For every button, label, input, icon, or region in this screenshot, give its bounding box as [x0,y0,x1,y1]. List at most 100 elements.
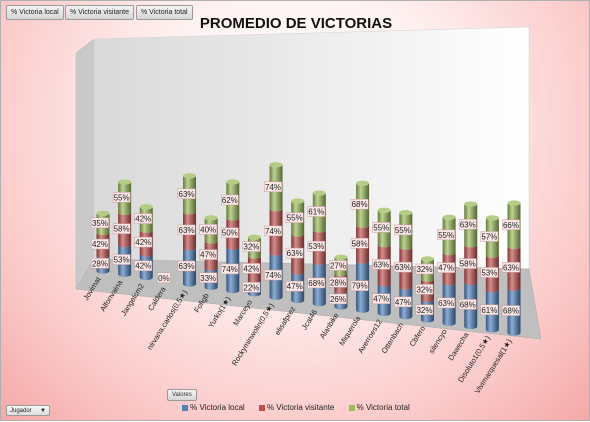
data-label-total-10: 61% [308,208,324,217]
data-label-total-15: 32% [416,265,432,274]
data-label-local-14-box [393,296,412,308]
data-label-local-2-box [134,260,153,271]
data-label-total-2-box [134,213,153,224]
bar-cap-total-1 [118,179,132,185]
legend-swatch-visitante [258,404,265,411]
data-label-visitante-18-box [480,267,499,278]
data-label-visitante-1: 58% [114,225,130,234]
data-label-total-5: 40% [200,225,216,234]
data-label-visitante-7: 42% [243,264,259,273]
bar-cap-total-13 [377,207,391,213]
data-label-local-6-box [220,263,239,275]
data-label-total-19: 66% [503,221,519,230]
bar-cap-total-2 [139,204,153,210]
legend-item-total: % Victoria total [348,403,410,412]
data-label-total-13: 55% [373,223,389,232]
bar-cap-total-5 [204,215,218,221]
category-label-16: silencyo [427,328,449,356]
data-label-visitante-17: 58% [460,260,476,269]
data-label-visitante-16-box [437,262,455,273]
chevron-down-icon: ▼ [40,408,46,414]
chart-title: PROMEDIO DE VICTORIAS [199,15,393,32]
data-label-local-16: 63% [438,299,454,308]
filter-button-victoria-total[interactable]: % Victoria total [136,5,193,20]
category-label-12: Miquerola [337,314,363,347]
category-label-17: Dawecha [446,330,471,362]
data-label-total-8: 74% [265,183,281,192]
data-label-total-13-box [372,222,391,233]
data-label-local-7: 22% [243,283,259,292]
data-label-visitante-9: 63% [287,249,303,258]
jugador-filter-label: Jugador [10,408,32,414]
bar-cap-total-14 [399,209,413,216]
side-wall [75,38,95,290]
data-label-total-17: 63% [460,220,476,229]
data-label-total-12: 68% [352,200,368,209]
data-label-local-18-box [480,304,499,316]
chart-legend: % Victoria local % Victoria visitante % … [1,403,590,412]
data-label-total-2: 42% [135,215,151,224]
data-label-total-16: 55% [438,231,454,240]
bar-cap-total-16 [442,214,456,220]
data-label-local-19: 68% [503,307,519,316]
data-label-visitante-9-box [285,247,304,259]
data-label-visitante-2-box [134,236,153,248]
data-label-local-14: 47% [395,298,411,307]
data-label-visitante-14: 63% [395,263,411,272]
data-label-local-4: 63% [179,262,195,271]
bar-cap-total-9 [291,198,305,204]
data-label-local-0-box [91,258,109,269]
data-label-visitante-13-box [372,259,391,270]
data-label-total-4-box [177,188,196,200]
data-label-local-9: 47% [287,282,303,291]
valores-field-button[interactable]: Valores [167,389,197,401]
data-label-local-9-box [285,280,304,292]
data-label-local-6: 74% [222,265,238,274]
data-label-total-19-box [502,219,520,231]
data-label-visitante-19: 63% [503,263,519,272]
data-label-total-17-box [458,219,477,230]
bar-cap-total-0 [96,210,110,216]
filter-button-victoria-visitante[interactable]: % Victoria visitante [65,5,135,20]
data-label-local-11: 26% [330,295,346,304]
data-label-total-5-box [199,224,218,235]
bar-cap-total-15 [420,256,434,262]
data-label-total-12-box [350,198,369,210]
jugador-filter-dropdown[interactable]: Jugador ▼ [6,405,50,416]
data-label-local-17: 68% [460,300,476,309]
data-label-local-15-box [415,304,434,316]
data-label-total-14-box [393,224,412,236]
data-label-visitante-4: 63% [179,226,195,235]
data-label-total-1: 55% [114,193,130,202]
data-label-local-3-box [157,272,171,284]
data-label-visitante-8-box [264,225,282,237]
data-label-total-7-box [242,241,261,252]
data-label-local-12-box [350,280,369,291]
bar-cap-total-8 [269,162,283,168]
back-wall [93,26,530,270]
data-label-visitante-0-box [91,238,109,250]
legend-item-local: % Victoria local [182,403,245,412]
category-label-15: Cbfero [408,324,428,348]
filter-button-victoria-local[interactable]: % Victoria local [6,5,64,20]
legend-label-total: % Victoria total [356,403,410,412]
data-label-local-19-box [502,305,520,316]
data-label-total-18: 57% [481,233,497,242]
data-label-local-5-box [199,272,218,284]
data-label-visitante-7-box [242,263,261,274]
bar-cap-total-18 [485,215,499,221]
data-label-local-4-box [177,260,196,272]
data-label-total-0-box [91,217,109,229]
data-label-visitante-6-box [220,227,239,238]
data-label-visitante-6: 50% [222,229,238,238]
data-label-local-15: 32% [416,306,432,315]
data-label-local-2: 42% [135,262,151,271]
data-label-visitante-14-box [393,261,412,273]
bar-cap-total-17 [464,201,478,207]
data-label-total-10-box [307,206,326,217]
data-label-total-16-box [437,229,455,241]
data-label-visitante-5: 47% [200,251,216,260]
data-label-visitante-17-box [458,258,477,269]
